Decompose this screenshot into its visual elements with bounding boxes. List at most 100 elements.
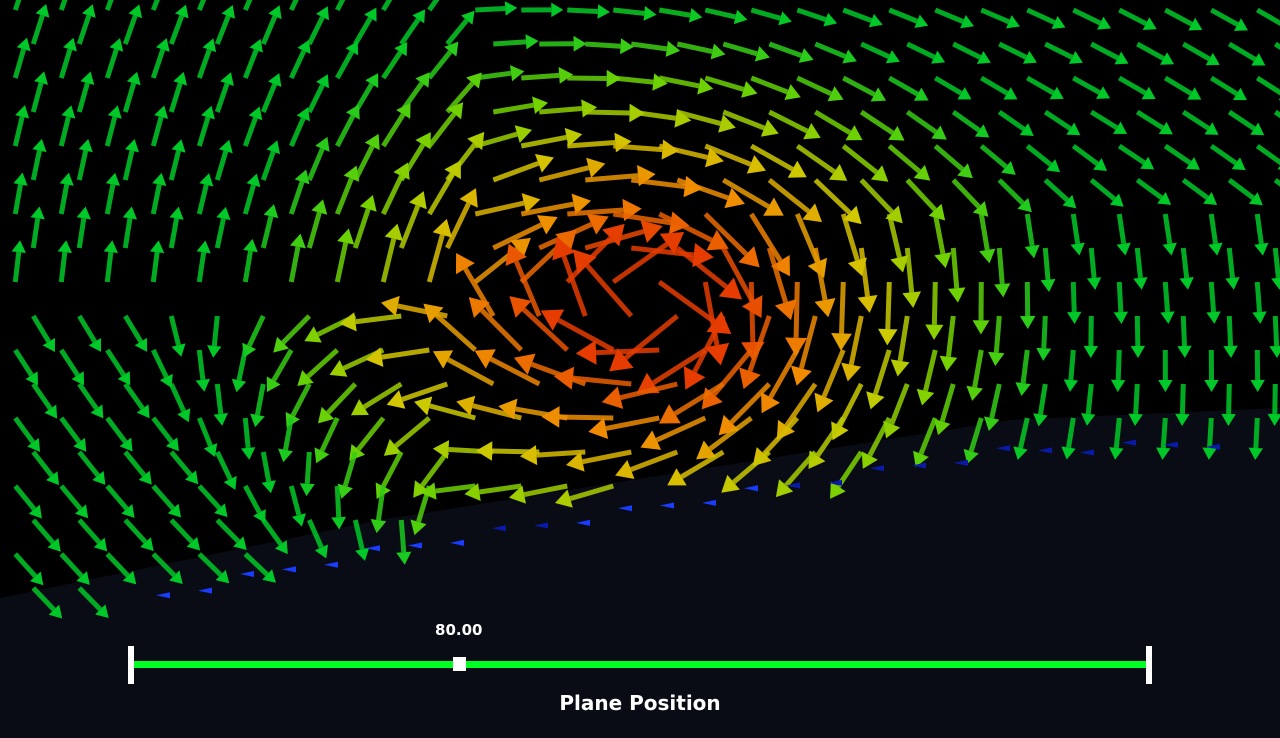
floor-arrow-glyph	[618, 505, 632, 512]
arrow-shaft	[123, 518, 148, 544]
arrow-head	[976, 50, 991, 64]
arrow-shaft	[1070, 213, 1081, 245]
arrow-shaft	[59, 416, 82, 444]
arrow-shaft	[475, 5, 506, 13]
arrow-shaft	[211, 315, 220, 347]
arrow-shaft	[950, 247, 960, 289]
arrow-shaft	[704, 75, 745, 92]
arrow-shaft	[613, 143, 663, 153]
arrow-shaft	[569, 483, 614, 502]
arrow-shaft	[168, 150, 181, 181]
arrow-head	[184, 470, 199, 485]
arrow-head	[365, 73, 379, 88]
arrow-shaft	[401, 381, 449, 402]
arrow-shaft	[1118, 7, 1148, 26]
arrow-shaft	[1037, 383, 1048, 415]
arrow-shaft	[122, 217, 133, 249]
arrow-head	[513, 353, 536, 375]
arrow-head	[291, 513, 306, 527]
arrow-shaft	[334, 177, 354, 215]
arrow-head	[1110, 379, 1126, 392]
arrow-head	[1248, 192, 1263, 206]
arrow-head	[274, 540, 288, 555]
arrow-head	[888, 125, 905, 141]
arrow-head	[92, 471, 106, 485]
arrow-shaft	[352, 519, 365, 550]
arrow-head	[218, 139, 233, 154]
slider-track[interactable]	[131, 661, 1149, 668]
arrow-shaft	[434, 313, 477, 352]
arrow-head	[979, 248, 996, 264]
arrow-shaft	[394, 416, 431, 448]
arrow-shaft	[281, 314, 312, 345]
arrow-shaft	[1226, 383, 1232, 415]
floor-arrow-glyph	[954, 459, 968, 466]
arrow-head	[652, 73, 668, 91]
arrow-shaft	[1227, 109, 1256, 131]
arrow-head	[1113, 121, 1128, 135]
arrow-shaft	[979, 144, 1008, 169]
slider-handle[interactable]	[452, 657, 466, 671]
arrow-shaft	[243, 552, 269, 577]
arrow-head	[1051, 15, 1066, 30]
arrow-shaft	[750, 7, 781, 21]
arrow-head	[30, 206, 45, 220]
arrow-shaft	[860, 41, 890, 59]
arrow-head	[136, 404, 150, 419]
arrow-shaft	[1068, 349, 1076, 381]
plane-position-slider[interactable]	[0, 600, 1280, 738]
arrow-head	[74, 504, 89, 519]
arrow-shaft	[479, 483, 522, 495]
arrow-head	[525, 34, 539, 50]
arrow-head	[1160, 311, 1175, 324]
arrow-shaft	[123, 382, 145, 410]
arrow-head	[48, 604, 63, 619]
arrow-head	[297, 370, 314, 387]
arrow-shaft	[30, 150, 42, 181]
arrow-head	[541, 406, 560, 428]
arrow-shaft	[492, 222, 543, 251]
arrow-head	[1061, 446, 1076, 460]
arrow-shaft	[1026, 75, 1055, 96]
arrow-head	[464, 483, 481, 501]
arrow-shaft	[169, 382, 187, 413]
arrow-shaft	[997, 109, 1026, 132]
arrow-head	[1046, 159, 1061, 173]
arrow-head	[455, 253, 475, 275]
arrow-shaft	[747, 315, 772, 372]
arrow-shaft	[335, 50, 355, 80]
arrow-shaft	[380, 238, 397, 283]
arrow-shaft	[30, 82, 44, 113]
arrow-shaft	[933, 144, 965, 172]
arrow-head	[1022, 50, 1037, 64]
arrow-shaft	[480, 308, 524, 352]
arrow-shaft	[30, 217, 41, 249]
arrow-head	[475, 441, 493, 461]
arrow-shaft	[867, 416, 892, 457]
arrow-shaft	[658, 211, 713, 243]
arrow-head	[1248, 447, 1264, 460]
arrow-head	[1067, 311, 1082, 324]
arrow-head	[974, 124, 990, 138]
arrow-head	[1204, 122, 1219, 135]
arrow-shaft	[1118, 75, 1147, 96]
arrow-shaft	[521, 72, 560, 81]
floor-arrow-glyph	[660, 502, 674, 509]
arrow-shaft	[196, 0, 207, 11]
arrow-head	[317, 406, 335, 424]
arrow-head	[1250, 122, 1265, 136]
arrow-head	[95, 604, 109, 619]
arrow-shaft	[885, 281, 892, 330]
arrow-shaft	[675, 246, 728, 289]
arrow-head	[1109, 193, 1124, 207]
arrow-head	[1049, 86, 1064, 100]
arrow-shaft	[463, 267, 496, 318]
arrow-head	[1208, 242, 1223, 256]
arrow-shaft	[750, 75, 789, 95]
arrow-shaft	[427, 0, 440, 12]
arrow-shaft	[630, 109, 677, 121]
arrow-head	[841, 362, 862, 382]
arrow-head	[1081, 413, 1096, 426]
arrow-shaft	[334, 485, 342, 518]
